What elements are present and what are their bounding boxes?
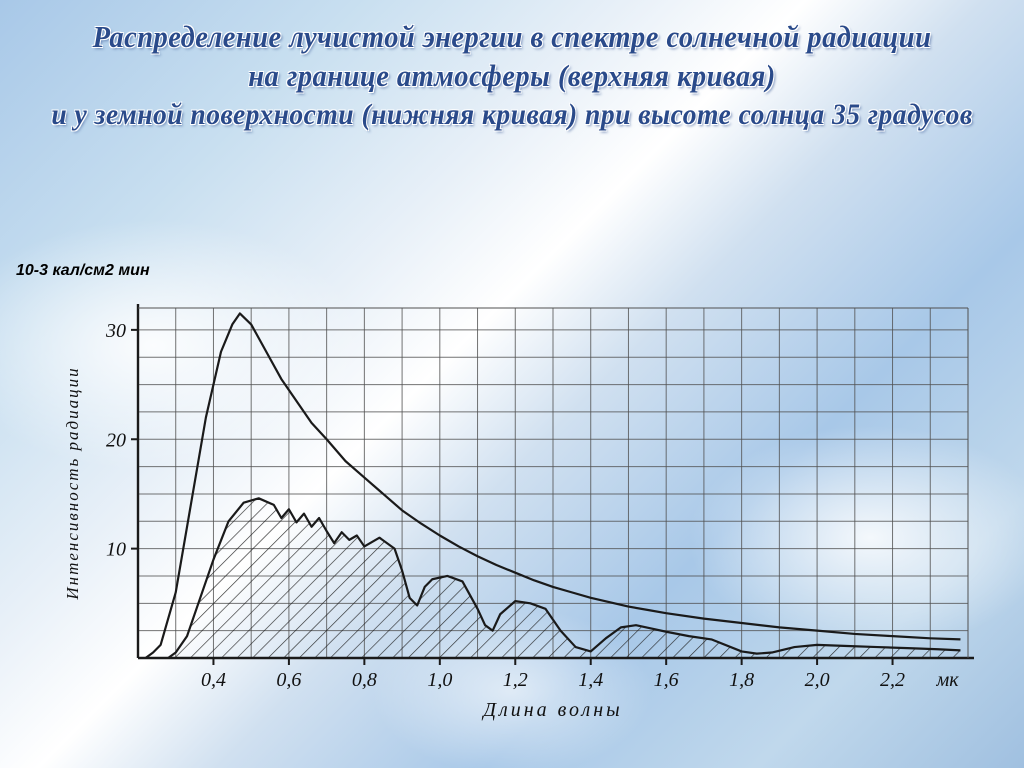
svg-text:1,0: 1,0 [427, 669, 452, 691]
svg-text:2,0: 2,0 [805, 669, 830, 691]
title-line-3: и у земной поверхности (нижняя кривая) п… [41, 96, 983, 134]
svg-text:Длина волны: Длина волны [481, 699, 622, 721]
svg-text:20: 20 [106, 429, 126, 451]
svg-text:1,4: 1,4 [578, 669, 603, 691]
svg-text:30: 30 [105, 320, 126, 342]
svg-text:1,8: 1,8 [729, 669, 754, 691]
chart-svg: 10 20 30 0,4 0,6 0,8 1,0 1,2 1,4 1,6 1,8 2,0 2,2 мк Дл… [50, 300, 990, 730]
title-line-1: Распределение лучистой энергии в спектре… [41, 18, 983, 57]
svg-text:0,4: 0,4 [201, 669, 226, 691]
svg-text:2,2: 2,2 [880, 669, 905, 691]
svg-text:1,2: 1,2 [503, 669, 528, 691]
title-block: Распределение лучистой энергии в спектре… [0, 0, 1024, 133]
svg-text:1,6: 1,6 [654, 669, 679, 691]
y-unit-label: 10-3 кал/см2 мин [16, 262, 150, 280]
svg-text:Интенсивность радиации: Интенсивность радиации [63, 366, 82, 600]
spectrum-chart: 10 20 30 0,4 0,6 0,8 1,0 1,2 1,4 1,6 1,8 2,0 2,2 мк Дл… [50, 300, 990, 730]
svg-text:мк: мк [936, 669, 960, 691]
svg-text:0,8: 0,8 [352, 669, 377, 691]
svg-text:0,6: 0,6 [276, 669, 301, 691]
title-line-2: на границе атмосферы (верхняя кривая) [41, 57, 983, 96]
svg-text:10: 10 [106, 539, 126, 561]
